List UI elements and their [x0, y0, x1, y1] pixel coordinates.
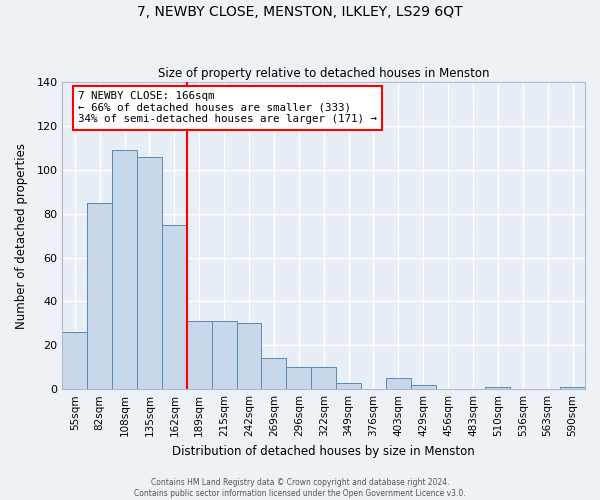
Bar	[336, 382, 361, 389]
Bar	[212, 321, 236, 389]
X-axis label: Distribution of detached houses by size in Menston: Distribution of detached houses by size …	[172, 444, 475, 458]
Bar	[62, 332, 87, 389]
Y-axis label: Number of detached properties: Number of detached properties	[15, 142, 28, 328]
Bar	[411, 385, 436, 389]
Bar	[286, 367, 311, 389]
Bar	[187, 321, 212, 389]
Bar	[311, 367, 336, 389]
Title: Size of property relative to detached houses in Menston: Size of property relative to detached ho…	[158, 66, 490, 80]
Bar	[162, 224, 187, 389]
Bar	[262, 358, 286, 389]
Bar	[485, 387, 511, 389]
Bar	[137, 156, 162, 389]
Text: 7, NEWBY CLOSE, MENSTON, ILKLEY, LS29 6QT: 7, NEWBY CLOSE, MENSTON, ILKLEY, LS29 6Q…	[137, 5, 463, 19]
Bar	[112, 150, 137, 389]
Text: Contains HM Land Registry data © Crown copyright and database right 2024.
Contai: Contains HM Land Registry data © Crown c…	[134, 478, 466, 498]
Bar	[560, 387, 585, 389]
Bar	[87, 202, 112, 389]
Bar	[386, 378, 411, 389]
Bar	[236, 324, 262, 389]
Text: 7 NEWBY CLOSE: 166sqm
← 66% of detached houses are smaller (333)
34% of semi-det: 7 NEWBY CLOSE: 166sqm ← 66% of detached …	[78, 92, 377, 124]
